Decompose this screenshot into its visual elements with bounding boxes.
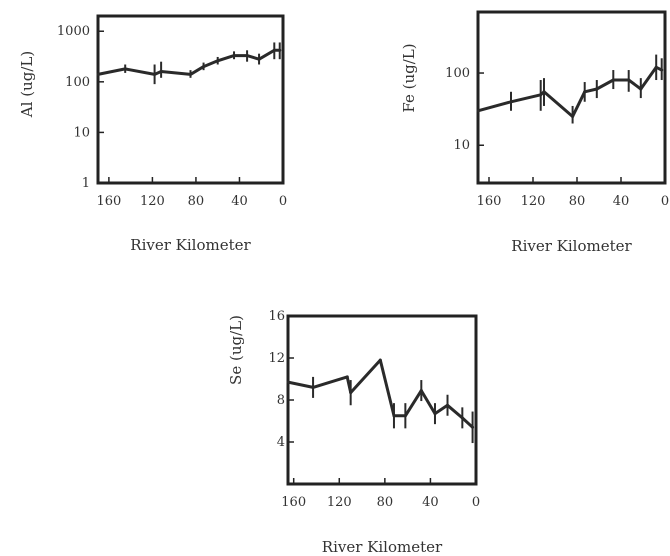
- panel-2-series-line: [287, 358, 474, 429]
- panel-0-y-tick-label: 1: [82, 176, 90, 191]
- panel-1-plot-frame: [476, 10, 667, 185]
- panel-2-x-tick-label: 120: [327, 495, 352, 510]
- panel-0-data-point: [257, 57, 261, 61]
- panel-1-y-tick-label: 10: [453, 138, 470, 153]
- panel-2-x-tick-label: 0: [472, 495, 480, 510]
- fe-concentration-panel: 160 120 80 40 0 10 100 River Kilometer Fe (ug/L): [400, 10, 669, 255]
- panel-1-data-point: [539, 93, 543, 97]
- panel-0-x-tick-label: 40: [231, 194, 248, 209]
- panel-1-x-tick-label: 40: [613, 194, 630, 209]
- panel-0-data-point: [189, 72, 192, 76]
- panel-2-y-axis-label: Se (ug/L): [227, 315, 245, 385]
- panel-1-data-point: [611, 78, 615, 82]
- panel-1-x-tick-label: 80: [569, 194, 586, 209]
- panel-2-data-point: [286, 380, 290, 384]
- panel-2-y-tick-label: 4: [277, 435, 285, 450]
- panel-1-data-point: [509, 100, 513, 104]
- panel-1-data-point: [476, 109, 480, 113]
- panel-2-x-tick-label: 40: [422, 495, 439, 510]
- panel-0-data-point: [278, 48, 282, 52]
- panel-1-y-axis-label: Fe (ug/L): [400, 43, 418, 112]
- panel-2-y-tick-label: 16: [268, 309, 285, 324]
- panel-0-data-point: [216, 59, 220, 63]
- panel-2-data-point: [345, 375, 349, 379]
- panel-0-x-axis-label: River Kilometer: [130, 236, 251, 254]
- panel-2-data-point: [403, 414, 407, 418]
- panel-2-y-tick-label: 12: [268, 351, 285, 366]
- panel-1-x-tick-label: 120: [521, 194, 546, 209]
- panel-1-data-point: [571, 115, 575, 119]
- panel-1-x-tick-label: 0: [661, 194, 669, 209]
- panel-1-data-point: [542, 90, 546, 94]
- panel-2-x-tick-label: 80: [377, 495, 394, 510]
- panel-0-data-point: [232, 54, 236, 58]
- panel-0-x-tick-label: 120: [140, 194, 165, 209]
- panel-2-y-tick-label: 8: [277, 393, 285, 408]
- panel-0-plot-frame: [96, 14, 285, 185]
- panel-2-data-point: [419, 389, 423, 393]
- al-concentration-panel: 160 120 80 40 0 1 10 100 1000 River Kilometer Al (…: [18, 14, 287, 254]
- panel-0-data-point: [159, 69, 163, 73]
- panel-2-x-axis-label: River Kilometer: [322, 538, 443, 556]
- panel-0-x-tick-label: 160: [96, 194, 121, 209]
- panel-0-data-point: [123, 67, 127, 71]
- panel-1-data-point: [654, 65, 658, 69]
- panel-0-data-point: [245, 54, 249, 58]
- se-concentration-panel: 160 120 80 40 0 4 8 12 16 River Kilometer Se (ug/L…: [227, 309, 480, 556]
- panel-1-x-tick-label: 160: [477, 194, 502, 209]
- panel-0-y-tick-label: 1000: [57, 24, 90, 39]
- panel-0-series-line: [97, 48, 280, 76]
- panel-0-y-tick-label: 100: [65, 75, 90, 90]
- panel-1-data-point: [660, 68, 664, 72]
- panel-0-data-point: [202, 65, 206, 69]
- panel-2-data-point: [446, 403, 450, 407]
- panel-2-x-tick-label: 160: [281, 495, 306, 510]
- panel-1-x-axis-label: River Kilometer: [511, 237, 632, 255]
- panel-2-data-point: [311, 385, 315, 389]
- panel-1-data-point: [627, 78, 631, 82]
- panel-2-data-point: [349, 391, 353, 395]
- panel-0-data-point: [96, 72, 100, 76]
- panel-2-data-point: [471, 425, 475, 429]
- panel-2-data-point: [378, 358, 382, 362]
- panel-0-x-tick-label: 80: [188, 194, 205, 209]
- panel-1-series-line: [477, 65, 663, 118]
- panel-2-data-point: [460, 416, 464, 420]
- panel-1-data-point: [639, 87, 643, 91]
- panel-1-y-tick-label: 100: [445, 66, 470, 81]
- panel-0-y-axis-label: Al (ug/L): [18, 51, 36, 118]
- panel-0-data-point: [153, 72, 157, 76]
- panel-1-data-point: [583, 90, 587, 94]
- panel-2-data-point: [392, 414, 396, 418]
- panel-1-data-point: [595, 87, 599, 91]
- panel-0-data-point: [272, 48, 276, 52]
- panel-2-data-point: [433, 412, 437, 416]
- panel-0-y-tick-label: 10: [73, 125, 90, 140]
- panel-0-x-tick-label: 0: [279, 194, 287, 209]
